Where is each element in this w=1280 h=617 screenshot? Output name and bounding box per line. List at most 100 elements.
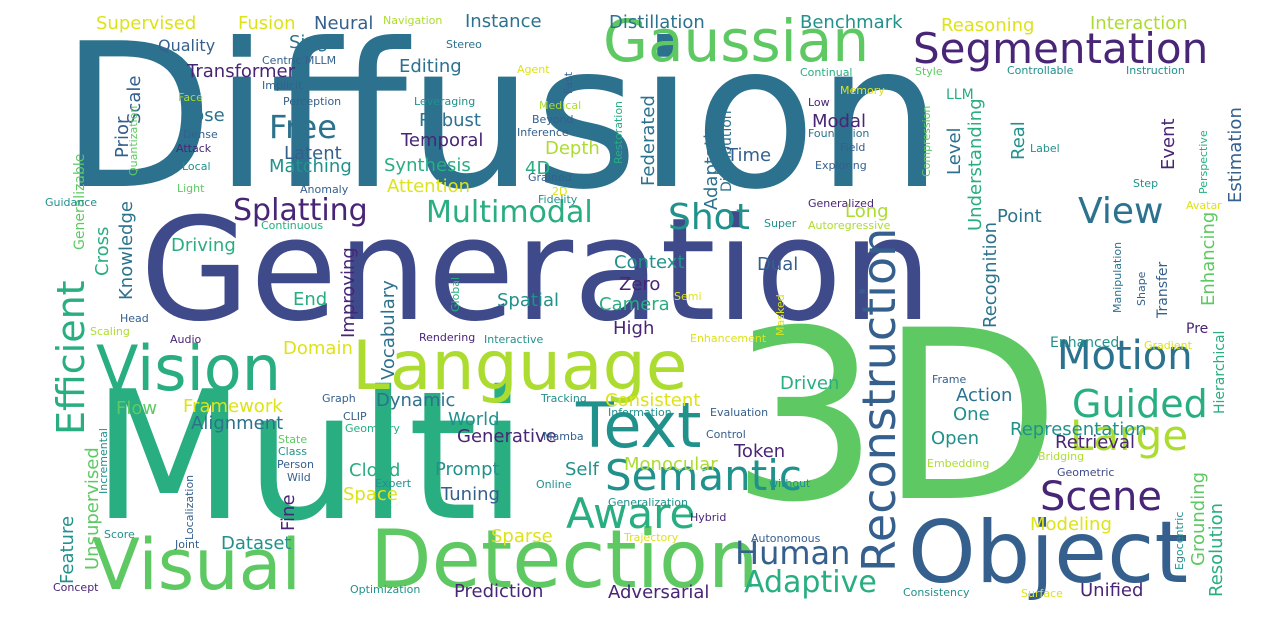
word-depth: Depth: [545, 138, 600, 159]
word-agent: Agent: [517, 63, 550, 76]
word-transformer: Transformer: [187, 61, 296, 82]
word-generative: Generative: [457, 426, 557, 447]
word-expert: Expert: [375, 477, 412, 490]
word-token: Token: [734, 441, 786, 462]
word-point: Point: [997, 206, 1042, 227]
word-scaling: Scaling: [90, 325, 130, 338]
word-understanding: Understanding: [965, 98, 986, 231]
word-joint: Joint: [175, 538, 200, 551]
word-score: Score: [104, 528, 135, 541]
word-perception: Perception: [283, 95, 342, 108]
word-event: Event: [1158, 118, 1179, 170]
word-light: Light: [177, 182, 205, 195]
word-robust: Robust: [419, 110, 481, 131]
word-geometric: Geometric: [1057, 466, 1115, 479]
word-dynamic: Dynamic: [376, 390, 456, 411]
word-semantic: Semantic: [605, 451, 802, 500]
word-free: Free: [269, 108, 337, 146]
word-llm: LLM: [946, 87, 974, 103]
word-continuous: Continuous: [261, 219, 324, 232]
word-quality: Quality: [158, 36, 216, 55]
word-guided: Guided: [1072, 382, 1208, 426]
word-alignment: Alignment: [191, 413, 284, 434]
word-label: Label: [1030, 142, 1060, 155]
word-online: Online: [536, 478, 572, 491]
word-resolution: Resolution: [1206, 502, 1227, 597]
word-exploring: Exploring: [815, 159, 867, 172]
word-monocular: Monocular: [624, 454, 718, 475]
word-enhanced: Enhanced: [1050, 335, 1120, 351]
word-attack: Attack: [176, 142, 212, 155]
word-evaluation: Evaluation: [710, 406, 769, 419]
word-local: Local: [182, 160, 211, 173]
word-federated: Federated: [638, 95, 659, 186]
word-perspective: Perspective: [1197, 130, 1210, 194]
word-inference: Inference: [517, 126, 569, 139]
word-enhancing: Enhancing: [1198, 211, 1219, 306]
word-human: Human: [735, 534, 851, 572]
word-generalized: Generalized: [808, 197, 874, 210]
word-embedding: Embedding: [927, 457, 990, 470]
word-restoration: Restoration: [612, 100, 625, 164]
word-reconstruction: Reconstruction: [852, 227, 906, 572]
word-autonomous: Autonomous: [751, 532, 821, 545]
word-clip: CLIP: [343, 410, 367, 423]
word-gaussian: Gaussian: [603, 7, 870, 75]
word-framework: Framework: [183, 396, 283, 417]
word-interaction: Interaction: [1090, 13, 1188, 34]
word-generation: Generation: [140, 188, 933, 353]
word-surface: Surface: [1021, 587, 1063, 600]
word-flow: Flow: [116, 398, 158, 419]
word-visual: Visual: [92, 524, 301, 606]
word-latent: Latent: [284, 143, 342, 164]
word-memory: Memory: [840, 84, 885, 97]
word-consistent: Consistent: [605, 390, 701, 411]
word-centric-mllm: Centric MLLM: [262, 54, 337, 67]
word-knowledge: Knowledge: [116, 201, 137, 300]
word-generalization: Generalization: [608, 496, 688, 509]
word-unified: Unified: [1080, 580, 1144, 601]
word-estimation: Estimation: [1225, 107, 1246, 203]
word-4d: 4D: [525, 158, 551, 179]
word-wild: Wild: [287, 471, 311, 484]
word-rendering: Rendering: [419, 331, 476, 344]
word-face: Face: [178, 91, 203, 104]
word-field: Field: [840, 141, 866, 154]
word-shape: Shape: [1135, 271, 1148, 306]
word-beyond: Beyond: [532, 113, 574, 126]
word-3d: 3D: [730, 281, 1061, 554]
word-vision: Vision: [96, 332, 282, 405]
word-neural: Neural: [314, 13, 374, 34]
word-editing: Editing: [399, 56, 462, 77]
word-compression: Compression: [920, 105, 933, 177]
word-multi: Multi: [92, 353, 528, 560]
word-scene: Scene: [1040, 474, 1162, 520]
word-object: Object: [908, 503, 1189, 603]
word-class: Class: [278, 445, 307, 458]
word-dataset: Dataset: [221, 533, 292, 554]
word-manipulation: Manipulation: [1111, 241, 1124, 313]
word-mamba: Mamba: [543, 430, 584, 443]
word-gradient: Gradient: [1144, 339, 1192, 352]
word-masked: Masked: [774, 294, 787, 336]
word-driven: Driven: [780, 373, 840, 394]
word-hybrid: Hybrid: [690, 511, 727, 524]
word-person: Person: [277, 458, 314, 471]
word-splatting: Splatting: [233, 193, 368, 228]
word-shot: Shot: [668, 197, 750, 238]
word-tracking: Tracking: [541, 392, 587, 405]
word-retrieval: Retrieval: [1055, 432, 1135, 453]
word-end: End: [293, 289, 328, 310]
word-feature: Feature: [57, 515, 78, 584]
word-stereo: Stereo: [446, 38, 482, 51]
word-autoregressive: Autoregressive: [808, 219, 891, 232]
word-instruction: Instruction: [1126, 64, 1185, 77]
word-benchmark: Benchmark: [800, 12, 903, 33]
word-vocabulary: Vocabulary: [378, 280, 399, 380]
word-diffusion: Diffusion: [60, 1, 944, 234]
word-foundation: Foundation: [808, 127, 870, 140]
word-fusion: Fusion: [238, 13, 296, 34]
word-open: Open: [931, 428, 980, 449]
word-view: View: [1078, 191, 1164, 232]
